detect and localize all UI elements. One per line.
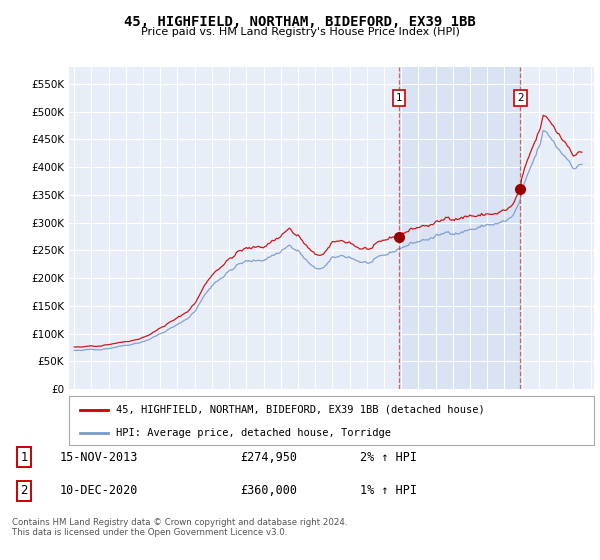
Text: 2% ↑ HPI: 2% ↑ HPI <box>360 451 417 464</box>
Text: Price paid vs. HM Land Registry's House Price Index (HPI): Price paid vs. HM Land Registry's House … <box>140 27 460 37</box>
Text: 1% ↑ HPI: 1% ↑ HPI <box>360 484 417 497</box>
Text: 45, HIGHFIELD, NORTHAM, BIDEFORD, EX39 1BB (detached house): 45, HIGHFIELD, NORTHAM, BIDEFORD, EX39 1… <box>116 405 485 415</box>
Text: 1: 1 <box>396 93 403 103</box>
Text: 2: 2 <box>20 484 28 497</box>
Text: £360,000: £360,000 <box>240 484 297 497</box>
Text: 10-DEC-2020: 10-DEC-2020 <box>60 484 139 497</box>
Bar <box>399 67 520 389</box>
Text: Contains HM Land Registry data © Crown copyright and database right 2024.
This d: Contains HM Land Registry data © Crown c… <box>12 518 347 538</box>
Text: HPI: Average price, detached house, Torridge: HPI: Average price, detached house, Torr… <box>116 428 391 438</box>
Text: 1: 1 <box>20 451 28 464</box>
Text: 45, HIGHFIELD, NORTHAM, BIDEFORD, EX39 1BB: 45, HIGHFIELD, NORTHAM, BIDEFORD, EX39 1… <box>124 15 476 29</box>
Text: 2: 2 <box>517 93 524 103</box>
Text: £274,950: £274,950 <box>240 451 297 464</box>
Text: 15-NOV-2013: 15-NOV-2013 <box>60 451 139 464</box>
